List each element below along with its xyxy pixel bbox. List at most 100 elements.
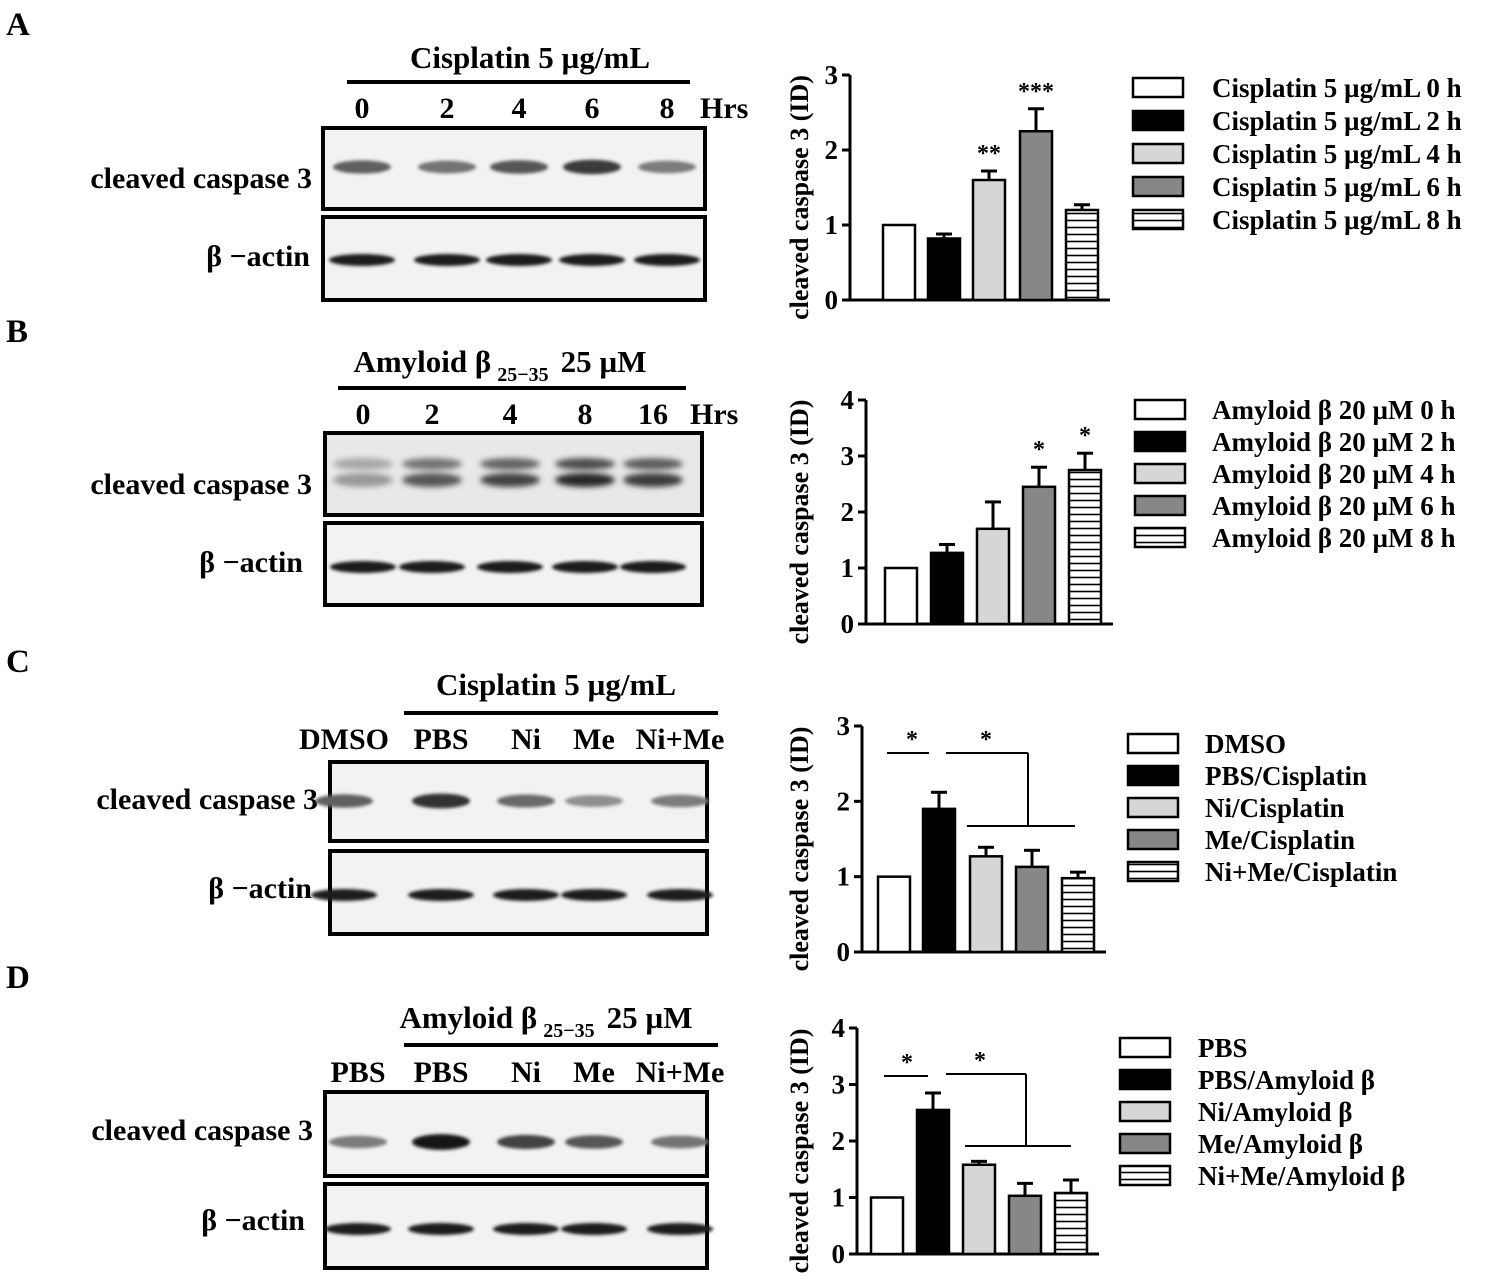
caspase-band <box>418 160 476 174</box>
lane-label: Me <box>573 723 615 756</box>
caspase-band <box>555 473 615 487</box>
caspase-band <box>480 458 540 470</box>
caspase-band <box>555 458 615 470</box>
actin-band <box>408 1223 474 1235</box>
caspase-band <box>651 794 709 808</box>
blot-row-label: cleaved caspase 3 <box>90 162 312 195</box>
lane-unit: Hrs <box>700 92 748 125</box>
significance-marker: * <box>980 727 992 753</box>
significance-marker: * <box>1033 437 1045 463</box>
legend-swatch <box>1126 764 1180 787</box>
bar <box>881 223 917 302</box>
legend-swatch <box>1126 732 1180 755</box>
legend-entry: Cisplatin 5 µg/mL 0 h <box>1212 73 1462 103</box>
blot-row-label: cleaved caspase 3 <box>96 783 318 816</box>
y-axis-label: cleaved caspase 3 (ID) <box>785 400 814 645</box>
actin-band <box>477 561 543 573</box>
blot-row-label: β −actin <box>199 546 303 579</box>
blot-row-label: β −actin <box>206 240 310 273</box>
blot-row-label: cleaved caspase 3 <box>91 1114 313 1147</box>
caspase-band <box>497 1134 555 1150</box>
actin-band <box>408 889 474 901</box>
significance-marker: * <box>906 727 918 753</box>
lane-label: 4 <box>512 92 527 125</box>
lane-unit: Hrs <box>690 398 738 431</box>
legend-swatch <box>1133 526 1187 549</box>
lane-label: PBS <box>330 1056 385 1089</box>
caspase-band <box>412 1134 470 1150</box>
bar <box>1021 485 1057 626</box>
y-tick-label: 1 <box>841 553 855 583</box>
caspase-band <box>651 1135 709 1149</box>
actin-band <box>311 889 377 901</box>
actin-band <box>561 889 627 901</box>
actin-band <box>329 254 395 266</box>
lane-label: 0 <box>355 92 370 125</box>
y-tick-label: 1 <box>832 1183 846 1213</box>
y-tick-label: 3 <box>837 711 851 741</box>
legend-entry: Amyloid β 20 µM 4 h <box>1212 459 1456 489</box>
legend-swatch <box>1133 462 1187 485</box>
panel-letter: B <box>6 314 28 350</box>
lane-label: 0 <box>356 398 371 431</box>
lane-label: Ni+Me <box>636 723 725 756</box>
actin-band <box>559 254 625 266</box>
bar <box>1018 130 1054 302</box>
treatment-dose: 25 µM <box>561 344 647 379</box>
lane-label: 8 <box>578 398 593 431</box>
lane-label: 16 <box>638 398 668 431</box>
legend-swatch <box>1131 76 1185 99</box>
blot-actin-membrane <box>328 849 709 936</box>
panel-letter: D <box>6 960 30 996</box>
actin-band <box>493 1223 559 1235</box>
legend-swatch <box>1126 860 1180 883</box>
legend-swatch <box>1133 430 1187 453</box>
bar-chart: 0 1 2 3 4 cleaved caspase 3 (ID) * * <box>785 385 1113 644</box>
treatment-label-main: Cisplatin 5 µg/mL <box>410 40 650 75</box>
significance-marker: * <box>901 1050 913 1076</box>
caspase-band <box>638 160 696 174</box>
y-tick-label: 2 <box>841 497 855 527</box>
bar <box>1014 865 1050 954</box>
panel-c: C Cisplatin 5 µg/mL DMSO PBS Ni Me Ni+Me cleave… <box>6 644 1397 971</box>
caspase-band <box>565 795 623 807</box>
actin-band <box>493 889 559 901</box>
treatment-subscript: 25−35 <box>497 364 548 386</box>
legend-swatch <box>1131 142 1185 165</box>
legend-entry: Me/Amyloid β <box>1198 1129 1363 1159</box>
actin-band <box>330 561 396 573</box>
y-tick-label: 0 <box>837 937 851 967</box>
actin-band <box>486 254 552 266</box>
caspase-band <box>565 1135 623 1149</box>
lane-label: Ni <box>511 1056 541 1089</box>
legend-entry: Amyloid β 20 µM 2 h <box>1212 427 1456 457</box>
y-tick-label: 3 <box>841 441 855 471</box>
y-tick-label: 0 <box>841 609 855 639</box>
legend-swatch <box>1133 494 1187 517</box>
treatment-dose: 25 µM <box>607 1000 693 1035</box>
caspase-band <box>412 793 470 809</box>
y-tick-label: 4 <box>832 1013 846 1043</box>
caspase-band <box>333 458 393 470</box>
lane-label: 2 <box>425 398 440 431</box>
treatment-label-main: Amyloid β <box>399 1000 537 1035</box>
lane-label: Me <box>573 1056 615 1089</box>
bar <box>929 551 965 626</box>
caspase-band <box>333 473 393 487</box>
bar-chart: 0 1 2 3 4 cleaved caspase 3 (ID) * * <box>785 1013 1099 1273</box>
y-tick-label: 0 <box>832 1239 846 1269</box>
panel-letter: A <box>6 7 30 43</box>
treatment-subscript: 25−35 <box>543 1020 594 1042</box>
lane-label: 2 <box>440 92 455 125</box>
legend-swatch <box>1118 1164 1172 1187</box>
caspase-band <box>480 473 540 487</box>
caspase-band <box>623 458 683 470</box>
lane-label: PBS <box>413 1056 468 1089</box>
bar <box>961 1163 997 1256</box>
legend-entry: Cisplatin 5 µg/mL 6 h <box>1212 172 1462 202</box>
y-axis-label: cleaved caspase 3 (ID) <box>785 727 814 972</box>
significance-marker: *** <box>1018 79 1054 105</box>
